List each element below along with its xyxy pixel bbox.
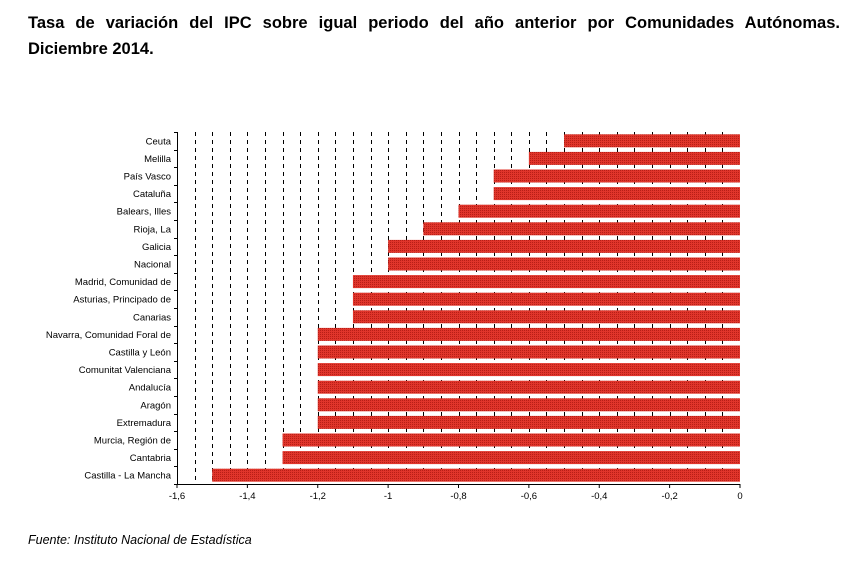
category-label: Comunitat Valenciana bbox=[79, 365, 172, 376]
category-label: Madrid, Comunidad de bbox=[75, 277, 171, 288]
bar bbox=[317, 345, 740, 359]
bars bbox=[212, 134, 740, 482]
bar bbox=[317, 415, 740, 429]
bar bbox=[423, 222, 740, 236]
x-tick-label: -1,6 bbox=[169, 491, 185, 502]
bar bbox=[564, 134, 740, 148]
bar bbox=[352, 275, 740, 289]
bar bbox=[388, 257, 740, 271]
x-tick-label: -1 bbox=[384, 491, 392, 502]
x-tick-label: -0,2 bbox=[661, 491, 677, 502]
x-tick-label: -0,6 bbox=[521, 491, 537, 502]
category-label: Balears, Illes bbox=[117, 207, 172, 218]
bar bbox=[493, 187, 740, 201]
bar bbox=[528, 151, 740, 165]
bar bbox=[352, 310, 740, 324]
category-label: Cantabria bbox=[130, 453, 172, 464]
x-tick-label: -1,2 bbox=[310, 491, 326, 502]
bar bbox=[282, 433, 740, 447]
axes bbox=[174, 132, 741, 488]
bar bbox=[458, 204, 740, 218]
category-label: Cataluña bbox=[133, 189, 172, 200]
bar bbox=[317, 398, 740, 412]
bar bbox=[493, 169, 740, 183]
bar bbox=[388, 239, 740, 253]
category-label: Ceuta bbox=[146, 136, 172, 147]
category-label: Melilla bbox=[144, 154, 172, 165]
category-label: Navarra, Comunidad Foral de bbox=[46, 330, 171, 341]
bar bbox=[352, 292, 740, 306]
x-tick-label: -0,8 bbox=[450, 491, 466, 502]
x-tick-label: -0,4 bbox=[591, 491, 607, 502]
category-label: Galicia bbox=[142, 242, 172, 253]
x-tick-label: -1,4 bbox=[239, 491, 255, 502]
source-note: Fuente: Instituto Nacional de Estadístic… bbox=[28, 533, 252, 547]
bar bbox=[317, 327, 740, 341]
chart-title: Tasa de variación del IPC sobre igual pe… bbox=[28, 14, 840, 58]
x-tick-label: 0 bbox=[737, 491, 742, 502]
category-label: Rioja, La bbox=[134, 224, 172, 235]
x-tick-labels: -1,6 -1,4 -1,2 -1 -0,8 -0,6 -0,4 -0,2 0 bbox=[169, 491, 743, 502]
category-label: Asturias, Principado de bbox=[73, 295, 171, 306]
category-label: Andalucía bbox=[129, 383, 172, 394]
bar bbox=[212, 468, 740, 482]
category-labels: Ceuta Melilla País Vasco Cataluña Balears, I… bbox=[46, 136, 172, 481]
bar bbox=[317, 363, 740, 377]
category-label: Nacional bbox=[134, 260, 171, 271]
category-label: País Vasco bbox=[124, 172, 171, 183]
bar bbox=[282, 451, 740, 465]
category-label: Extremadura bbox=[117, 418, 172, 429]
bar bbox=[317, 380, 740, 394]
category-label: Canarias bbox=[133, 312, 171, 323]
gridlines bbox=[195, 132, 723, 484]
category-label: Castilla - La Mancha bbox=[84, 471, 171, 482]
category-label: Murcia, Región de bbox=[94, 436, 171, 447]
category-label: Aragón bbox=[140, 400, 171, 411]
category-label: Castilla y León bbox=[109, 348, 171, 359]
